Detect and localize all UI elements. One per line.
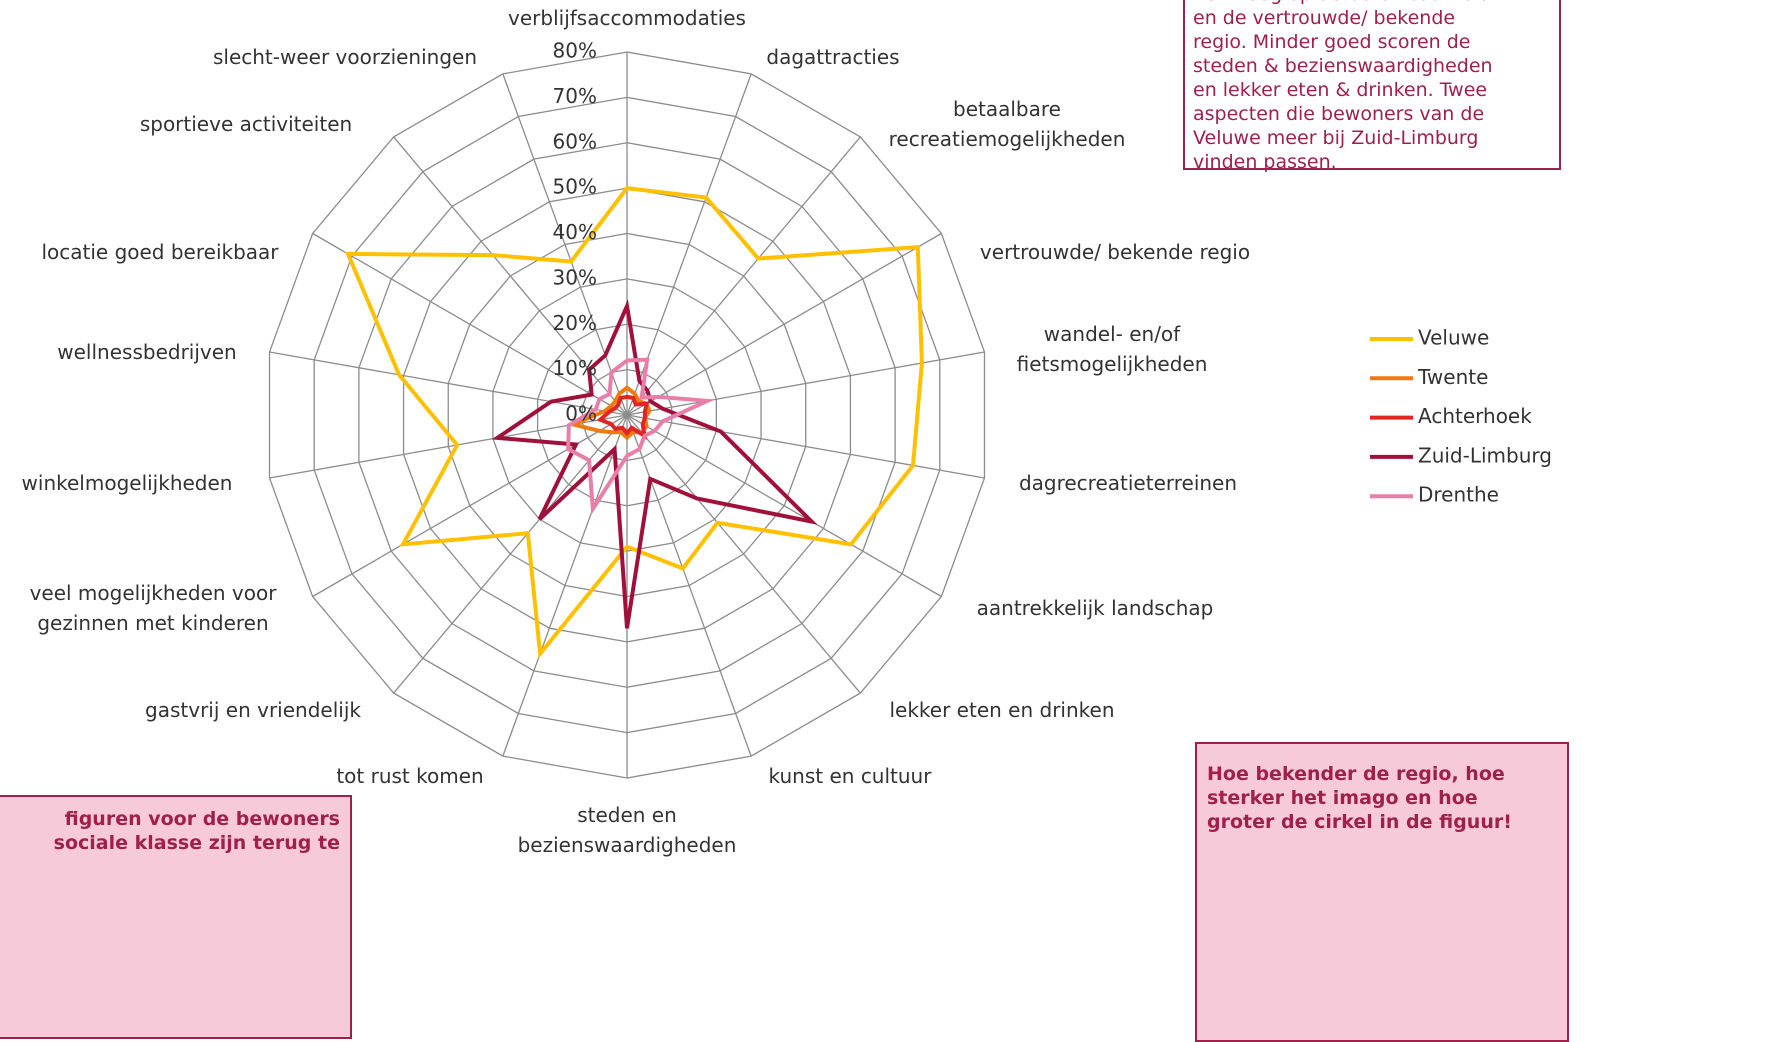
r-tick-label: 60% (553, 129, 597, 153)
r-tick-label: 30% (553, 265, 597, 289)
annotation-line: en de vertrouwde/ bekende (1193, 7, 1456, 29)
category-label: betaalbare recreatiemogelijkheden (888, 97, 1126, 151)
r-tick-label: 20% (553, 311, 597, 335)
category-label: wellnessbedrijven (57, 340, 237, 364)
spoke (626, 136, 861, 416)
chart: 0% 10% 20% 30% 40% 50% 60% 70% 80% Veluwe Twente Ac… (268, 39, 1552, 779)
note-box: figuren voor de bewoners sociale klasse z… (0, 795, 352, 1039)
annotation-line: vinden passen. (1193, 151, 1337, 173)
annotation-line: aspecten die bewoners van de (1193, 103, 1485, 125)
category-label: kunst en cultuur (768, 764, 932, 788)
spoke (626, 414, 861, 694)
category-label: vertrouwde/ bekende regio (979, 240, 1251, 264)
category-label: wandel- en/of fietsmogelijkheden (1016, 322, 1208, 376)
category-label: steden en bezienswaardigheden (517, 803, 737, 857)
category-label: aantrekkelijk landschap (976, 596, 1214, 620)
series-line (344, 186, 924, 659)
r-tick-label: 10% (553, 356, 597, 380)
spoke (626, 351, 985, 416)
annotation-line: sterker het imago en hoe (1207, 787, 1478, 809)
annotation-line: nen hoog op de bereikbaarheid (1193, 0, 1551, 6)
annotation-line: sociale klasse zijn terug te (53, 832, 340, 854)
spoke (269, 351, 628, 416)
category-label: dagrecreatieterreinen (1018, 471, 1238, 495)
category-label: lekker eten en drinken (889, 698, 1115, 722)
spoke (626, 414, 942, 598)
category-label: dagattracties (766, 45, 900, 69)
annotation-line: Hoe bekender de regio, hoe (1207, 763, 1505, 785)
category-label: slecht-weer voorzieningen (212, 45, 478, 69)
legend-label: Zuid-Limburg (1418, 443, 1552, 467)
annotation-line: regio. Minder goed scoren de (1193, 31, 1471, 53)
category-label: tot rust komen (336, 764, 484, 788)
r-tick-label: 80% (553, 39, 597, 63)
category-label: verblijfsaccommodaties (508, 6, 746, 30)
spoke (502, 414, 628, 757)
series-line (491, 299, 818, 629)
spoke (393, 414, 628, 694)
legend-label: Achterhoek (1418, 404, 1532, 428)
series-line (566, 357, 716, 515)
category-label: winkelmogelijkheden (21, 471, 233, 495)
annotation-line: steden & bezienswaardigheden (1193, 55, 1493, 77)
r-tick-label: 40% (553, 220, 597, 244)
r-tick-label: 70% (553, 84, 597, 108)
series-line (596, 394, 650, 440)
spoke (502, 73, 628, 416)
legend-label: Drenthe (1418, 483, 1499, 507)
r-tick-label: 50% (553, 175, 597, 199)
spoke (312, 232, 628, 416)
annotation-line: en lekker eten & drinken. Twee (1193, 79, 1488, 101)
r-tick-label: 0% (565, 402, 597, 426)
page: {"chart_data": {"type": "radar", "catego… (0, 0, 1569, 1042)
category-label: gastvrij en vriendelijk (145, 698, 361, 722)
category-label: veel mogelijkheden voor gezinnen met kin… (29, 581, 277, 635)
note-box: Hoe bekender de regio, hoe sterker het im… (1195, 742, 1569, 1042)
spoke (626, 232, 942, 416)
note-box: nen hoog op de bereikbaarheiden de vertr… (1183, 0, 1561, 173)
annotation-line: Veluwe meer bij Zuid-Limburg (1193, 127, 1479, 149)
legend-label: Veluwe (1418, 326, 1489, 350)
category-label: sportieve activiteiten (139, 112, 353, 136)
annotation-line: figuren voor de bewoners (64, 808, 340, 830)
spoke (626, 414, 985, 479)
category-label: locatie goed bereikbaar (41, 240, 279, 264)
annotation-line: groter de cirkel in de figuur! (1207, 811, 1512, 833)
spoke (626, 414, 752, 757)
legend-label: Twente (1417, 365, 1488, 389)
